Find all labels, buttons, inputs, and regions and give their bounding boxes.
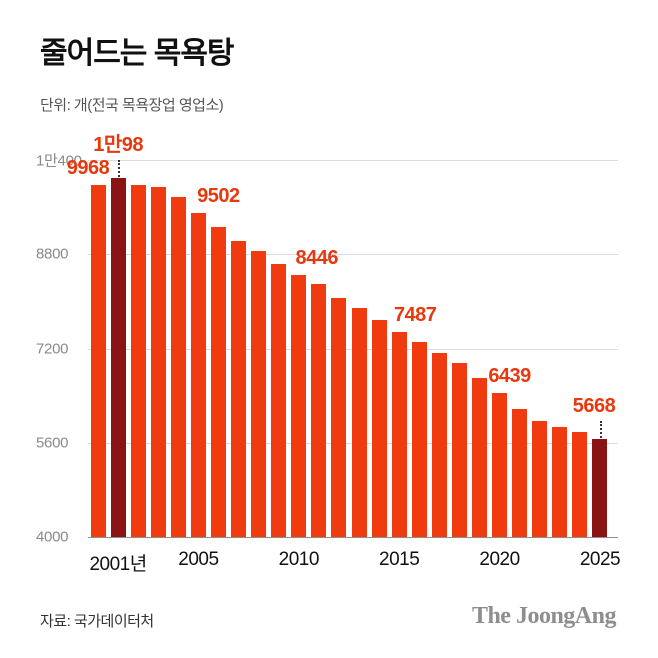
- bar-2009: [271, 263, 287, 537]
- value-label-2005: 9502: [197, 184, 240, 207]
- gridline-10400: [88, 160, 618, 161]
- bar-2005: [190, 212, 206, 537]
- y-axis-label-8800: 8800: [36, 245, 69, 263]
- bar-2022: [532, 420, 548, 537]
- gridline-8800: [88, 254, 618, 256]
- gridline-4000: [88, 537, 618, 538]
- joongang-logo: The JoongAng: [471, 603, 617, 629]
- bar-2008: [251, 251, 267, 537]
- y-axis-label-4000: 4000: [36, 528, 69, 546]
- bar-2017: [431, 353, 447, 537]
- bar-2001: [110, 177, 126, 537]
- bar-2006: [211, 226, 226, 537]
- value-label-2010: 8446: [295, 247, 339, 270]
- bar-2024: [572, 432, 588, 537]
- annotation-connector-2001: [118, 159, 121, 177]
- chart-subtitle: 단위: 개(전국 목욕장업 영업소): [40, 97, 224, 114]
- bar-2014: [371, 320, 387, 537]
- bar-2003: [150, 186, 166, 537]
- source-note: 자료: 국가데이터처: [40, 613, 154, 630]
- value-label-2001: 1만98: [93, 133, 143, 156]
- value-label-2020: 6439: [488, 365, 531, 388]
- value-label-2025: 5668: [572, 394, 616, 417]
- bar-2004: [170, 196, 186, 537]
- bar-2018: [451, 363, 467, 537]
- bar-2002: [130, 185, 146, 537]
- bar-2000: [90, 185, 106, 537]
- bar-2007: [231, 241, 247, 537]
- x-axis-label-2005: 2005: [178, 549, 219, 570]
- bar-2016: [411, 342, 427, 537]
- value-label-2015: 7487: [393, 303, 437, 326]
- bar-2021: [512, 408, 528, 537]
- bar-2023: [552, 427, 568, 537]
- plot-area: [88, 160, 618, 538]
- y-axis-label-5600: 5600: [36, 434, 69, 452]
- bar-2025: [592, 438, 608, 537]
- x-axis-label-2010: 2010: [278, 549, 320, 570]
- bar-2015: [391, 331, 407, 537]
- x-axis-label-2025: 2025: [579, 549, 621, 570]
- bar-2010: [291, 275, 307, 537]
- annotation-connector-2025: [599, 420, 602, 438]
- bar-2013: [351, 307, 367, 537]
- y-axis-label-7200: 7200: [36, 340, 69, 357]
- bar-2019: [472, 377, 487, 537]
- bar-2020: [492, 393, 508, 537]
- bar-2011: [311, 284, 327, 537]
- bar-2012: [331, 297, 347, 537]
- x-axis-label-2015: 2015: [379, 549, 420, 570]
- x-axis-label-2020: 2020: [479, 549, 520, 570]
- value-label-2000: 9968: [66, 157, 110, 180]
- chart-title: 줄어드는 목욕탕: [40, 37, 235, 70]
- x-axis-label-2001: 2001년: [89, 554, 147, 575]
- y-axis-label-10400: 1만400: [36, 152, 82, 170]
